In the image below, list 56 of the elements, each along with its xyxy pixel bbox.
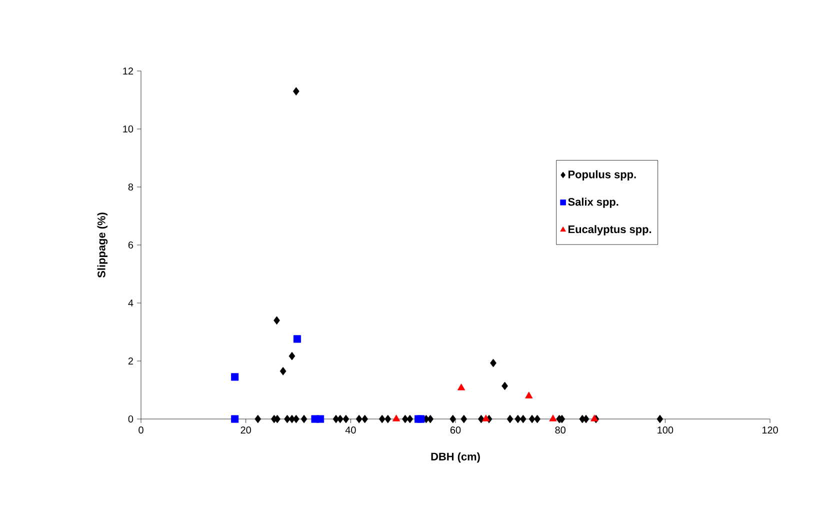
- point: [656, 414, 664, 424]
- point: [293, 335, 301, 343]
- point: [280, 366, 286, 376]
- x-tick-label: 20: [240, 426, 251, 434]
- point: [490, 358, 496, 368]
- point: [337, 414, 344, 424]
- point: [514, 414, 522, 424]
- y-tick-label: 6: [128, 241, 134, 249]
- y-tick-label: 2: [128, 358, 133, 364]
- y-tick-label: 10: [123, 125, 134, 133]
- point: [506, 414, 514, 424]
- point: [300, 414, 308, 424]
- point: [392, 414, 400, 422]
- point: [520, 414, 526, 424]
- y-tick-label: 0: [128, 415, 134, 423]
- point: [402, 414, 408, 424]
- y-tick-label: 12: [123, 68, 133, 74]
- point: [292, 87, 300, 96]
- point: [427, 414, 434, 424]
- x-tick-label: 120: [762, 426, 778, 434]
- point: [288, 352, 296, 360]
- point: [450, 414, 456, 424]
- point: [284, 414, 290, 424]
- point: [274, 316, 280, 325]
- point: [457, 384, 466, 390]
- point: [417, 415, 425, 423]
- point: [254, 414, 262, 424]
- legend-label: Populus spp.: [568, 170, 636, 180]
- legend-label: Eucalyptus spp.: [568, 225, 652, 236]
- point: [356, 414, 362, 424]
- point: [342, 414, 350, 424]
- x-tick-label: 60: [450, 426, 461, 434]
- point: [534, 414, 540, 424]
- point: [231, 415, 239, 423]
- y-tick-label: 8: [128, 183, 134, 191]
- y-tick-label: 4: [128, 300, 134, 306]
- y-axis-title: Slippage (%): [97, 212, 108, 278]
- point: [231, 373, 239, 381]
- point: [384, 414, 392, 424]
- x-tick-label: 80: [555, 426, 566, 434]
- point: [460, 414, 468, 424]
- legend-label: Salix spp.: [568, 198, 618, 208]
- point: [478, 414, 484, 424]
- x-tick-label: 100: [658, 426, 674, 434]
- x-tick-label: 0: [138, 426, 144, 434]
- point: [316, 415, 324, 423]
- point: [362, 414, 368, 424]
- point: [378, 414, 386, 424]
- point: [482, 414, 490, 422]
- x-axis-title: DBH (cm): [431, 452, 480, 463]
- point: [525, 392, 533, 398]
- point: [528, 414, 536, 424]
- x-tick-label: 40: [345, 426, 356, 434]
- point: [549, 414, 557, 422]
- point: [406, 414, 414, 424]
- point: [502, 382, 508, 390]
